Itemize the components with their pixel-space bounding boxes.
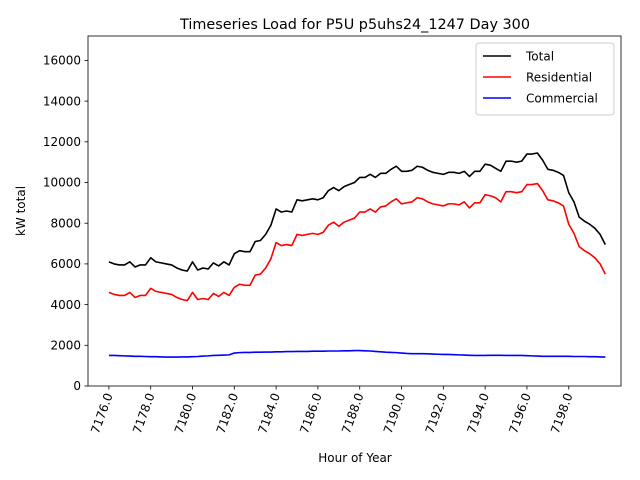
y-axis: 0 2000 4000 6000 8000 10000 12000 14000 16000 <box>43 54 88 393</box>
series-line-residential <box>108 182 607 302</box>
chart-title: Timeseries Load for P5U p5uhs24_1247 Day… <box>179 17 530 33</box>
y-tick-label: 2000 <box>50 339 81 353</box>
series-line-commercial <box>108 349 606 358</box>
series-line-total <box>108 152 607 272</box>
legend-box <box>475 42 615 116</box>
y-tick-label: 4000 <box>50 298 81 312</box>
y-tick-label: 8000 <box>50 216 81 230</box>
y-tick-label: 0 <box>73 379 81 393</box>
legend: Total Residential Commercial <box>475 42 615 116</box>
legend-label-commercial: Commercial <box>526 91 598 105</box>
x-axis-title: Hour of Year <box>318 451 392 465</box>
series-group <box>108 152 607 358</box>
legend-label-residential: Residential <box>526 70 592 84</box>
y-tick-label: 16000 <box>43 54 81 68</box>
plot-frame <box>87 35 622 387</box>
y-axis-title: kW total <box>14 186 28 236</box>
y-tick-label: 10000 <box>43 176 81 190</box>
y-tick-label: 14000 <box>43 94 81 108</box>
y-tick-label: 6000 <box>50 257 81 271</box>
legend-label-total: Total <box>525 49 554 63</box>
y-tick-label: 12000 <box>43 135 81 149</box>
